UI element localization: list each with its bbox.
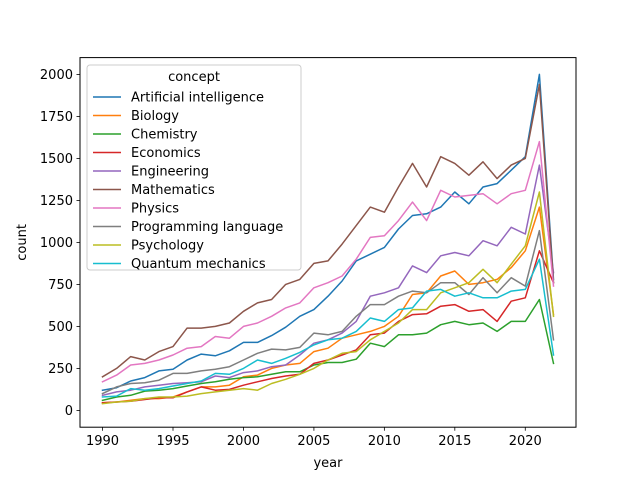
legend-label-engineering: Engineering [131, 165, 209, 180]
y-tick-label: 1750 [40, 110, 73, 125]
x-axis-label: year [313, 456, 343, 471]
y-tick-label: 250 [48, 362, 73, 377]
series-line-quantum-mechanics [101, 258, 555, 398]
x-tick-label: 1995 [156, 434, 189, 449]
series-line-artificial-intelligence [101, 73, 555, 392]
x-tick-label: 1990 [86, 434, 119, 449]
y-axis-label: count [15, 224, 30, 261]
legend-label-psychology: Psychology [131, 239, 204, 254]
series-line-chemistry [101, 298, 555, 402]
legend-box [86, 64, 302, 271]
legend-label-biology: Biology [131, 109, 179, 124]
x-tick-label: 2010 [368, 434, 401, 449]
legend-label-programming-language: Programming language [131, 220, 283, 235]
series-line-programming-language [101, 229, 555, 395]
y-tick-label: 750 [48, 278, 73, 293]
y-tick-label: 1250 [40, 194, 73, 209]
x-tick-label: 2020 [509, 434, 542, 449]
legend-entries: Artificial intelligence Biology Chemistry E… [93, 91, 283, 272]
x-axis: 1990 1995 2000 2005 2010 2015 2020 [86, 427, 542, 449]
x-tick-label: 2000 [227, 434, 260, 449]
legend-label-physics: Physics [131, 202, 179, 217]
legend: concept Artificial intelligence Biology Ch… [86, 64, 302, 272]
series-line-physics [101, 140, 555, 383]
legend-label-quantum-mechanics: Quantum mechanics [131, 257, 266, 272]
y-tick-label: 1500 [40, 152, 73, 167]
series-line-economics [101, 250, 555, 404]
y-tick-label: 1000 [40, 236, 73, 251]
y-tick-label: 0 [65, 404, 73, 419]
series-lines [101, 73, 555, 405]
legend-label-economics: Economics [131, 146, 201, 161]
y-axis: 0 250 500 750 1000 1250 1500 1750 2000 [40, 68, 80, 419]
legend-label-chemistry: Chemistry [131, 128, 198, 143]
x-tick-label: 2005 [297, 434, 330, 449]
series-line-mathematics [101, 83, 555, 378]
legend-title: concept [168, 70, 220, 85]
y-tick-label: 500 [48, 320, 73, 335]
x-tick-label: 2015 [438, 434, 471, 449]
series-line-psychology [101, 191, 555, 405]
legend-label-artificial-intelligence: Artificial intelligence [131, 91, 264, 106]
y-tick-label: 2000 [40, 68, 73, 83]
legend-label-mathematics: Mathematics [131, 183, 215, 198]
